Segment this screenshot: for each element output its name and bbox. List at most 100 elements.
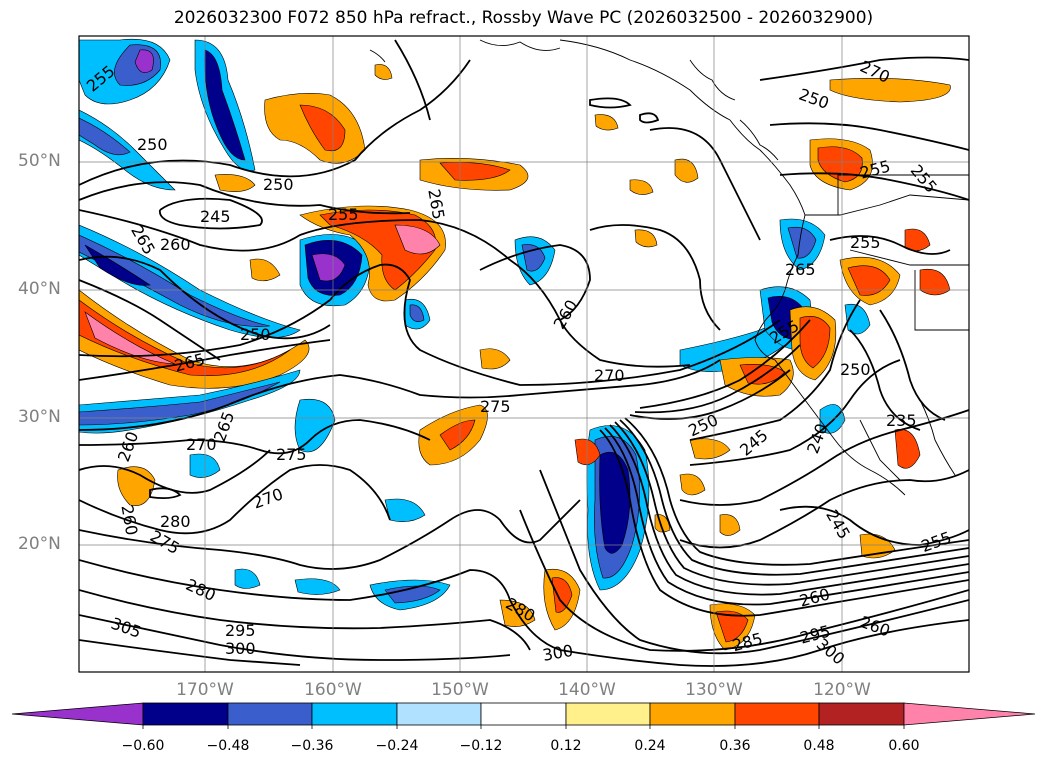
neg-anomaly-blob xyxy=(79,117,131,156)
pos-anomaly-blob xyxy=(214,174,256,192)
contour-line xyxy=(79,279,221,361)
contour-line xyxy=(79,419,431,455)
contour-line xyxy=(589,224,721,331)
pos-anomaly-blob xyxy=(799,316,831,369)
pos-anomaly-blob xyxy=(829,78,951,103)
contour-label: 275 xyxy=(276,445,307,464)
border-line xyxy=(837,174,969,215)
pos-anomaly-blob xyxy=(739,364,786,385)
colorbar-swatch xyxy=(142,702,229,726)
pos-anomaly-blob xyxy=(847,265,891,296)
pos-anomaly-blob xyxy=(79,289,310,389)
colorbar-swatch xyxy=(227,702,313,726)
border-line xyxy=(849,249,969,266)
contour-label: 250 xyxy=(137,135,168,154)
pos-anomaly-blob xyxy=(629,179,654,195)
colorbar-swatch xyxy=(11,702,144,726)
colorbar-label: −0.36 xyxy=(290,738,334,754)
lon-label: 150°W xyxy=(431,680,489,700)
contour-label: 250 xyxy=(840,360,871,379)
colorbar-label: −0.48 xyxy=(206,738,250,754)
contour-line xyxy=(639,319,811,409)
contour-line xyxy=(634,344,801,414)
contour-label: 255 xyxy=(328,205,359,224)
lat-label: 50°N xyxy=(18,151,61,171)
neg-anomaly-blob xyxy=(79,224,301,338)
contour-line xyxy=(79,181,411,215)
pos-anomaly-blob xyxy=(439,162,511,181)
contour-line xyxy=(619,419,969,576)
contour-label: 255 xyxy=(850,233,881,252)
pos-anomaly-blob xyxy=(439,419,476,451)
contour-line xyxy=(769,122,969,151)
contour-line xyxy=(394,39,431,121)
contour-line xyxy=(604,427,969,606)
colorbar-swatch xyxy=(903,702,1036,726)
pos-anomaly-blob xyxy=(374,64,393,80)
contour-line xyxy=(79,263,781,386)
contour-line xyxy=(479,244,591,321)
colorbar-swatch xyxy=(649,702,736,726)
plot-frame xyxy=(78,35,970,673)
colorbar-label: −0.60 xyxy=(121,738,165,754)
contour-layer xyxy=(79,39,969,667)
graticule xyxy=(79,36,969,672)
contour-line xyxy=(639,112,660,124)
colorbar-label: 0.36 xyxy=(719,738,751,754)
neg-anomaly-blob xyxy=(79,381,281,426)
contour-line xyxy=(539,469,969,655)
neg-anomaly-blob xyxy=(787,226,817,259)
contour-line xyxy=(759,56,969,81)
lon-label: 170°W xyxy=(176,680,234,700)
contour-label: 235 xyxy=(886,411,917,430)
contour-line xyxy=(879,309,946,421)
coastline xyxy=(559,39,806,216)
contour-label: 280 xyxy=(160,512,191,531)
lat-label: 40°N xyxy=(18,279,61,299)
contour-label: 260 xyxy=(160,235,191,254)
coastline xyxy=(739,119,779,161)
contour-line xyxy=(589,97,632,109)
pos-anomaly-blob xyxy=(689,438,731,460)
pos-anomaly-blob xyxy=(679,473,706,496)
neg-anomaly-blob xyxy=(294,398,336,453)
contour-line xyxy=(79,255,331,340)
contour-line xyxy=(79,559,969,667)
lon-label: 140°W xyxy=(558,680,616,700)
coastline xyxy=(689,59,736,101)
contour-line xyxy=(599,429,969,617)
pos-anomaly-blob xyxy=(574,438,601,466)
contour-line xyxy=(79,639,301,666)
filled-anomaly-layer xyxy=(79,38,951,651)
pos-anomaly-blob xyxy=(719,514,741,536)
colorbar-label: 0.24 xyxy=(634,738,666,754)
contour-label: 265 xyxy=(785,260,816,279)
contour-label: 245 xyxy=(200,207,231,226)
coastline xyxy=(859,419,901,481)
colorbar-label: −0.24 xyxy=(375,738,419,754)
contour-line xyxy=(79,339,331,381)
contour-label: 270 xyxy=(186,435,217,454)
contour-label: 300 xyxy=(225,639,256,658)
neg-anomaly-blob xyxy=(234,568,261,589)
lon-label: 130°W xyxy=(685,680,743,700)
contour-line xyxy=(689,359,901,466)
pos-anomaly-blob xyxy=(894,428,921,469)
colorbar-label: 0.48 xyxy=(803,738,835,754)
contour-line xyxy=(149,487,182,500)
lon-label: 160°W xyxy=(304,680,362,700)
contour-line xyxy=(649,127,761,241)
coastline xyxy=(919,399,956,476)
coastline xyxy=(369,49,386,63)
lon-label: 120°W xyxy=(813,680,871,700)
contour-line xyxy=(629,369,791,420)
contour-label: 250 xyxy=(240,325,271,344)
contour-label: 250 xyxy=(263,175,294,194)
colorbar-label: 0.12 xyxy=(550,738,582,754)
colorbar-swatch xyxy=(396,702,482,726)
pos-anomaly-blob xyxy=(674,158,699,183)
colorbar-swatch xyxy=(818,702,905,726)
contour-line xyxy=(158,197,263,230)
contour-line xyxy=(849,329,921,431)
